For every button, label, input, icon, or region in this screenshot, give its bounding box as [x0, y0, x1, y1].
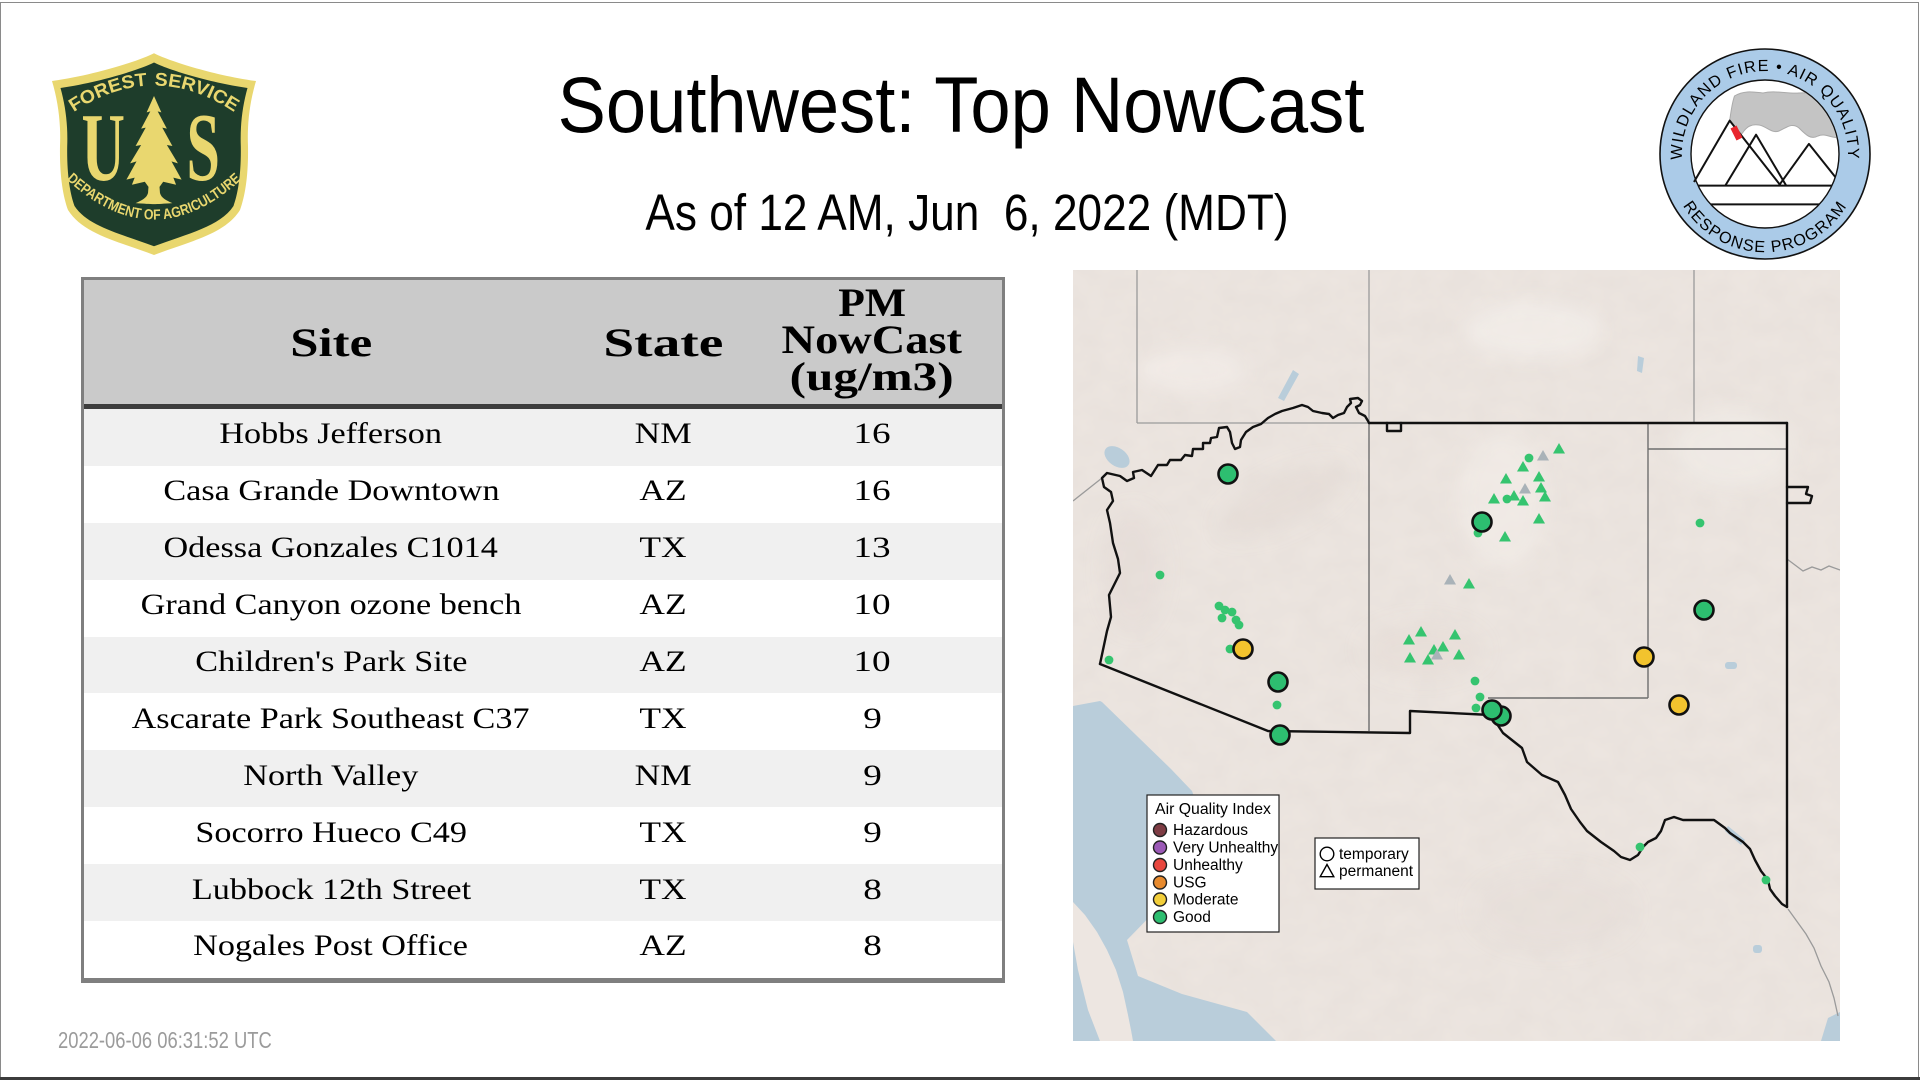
svg-text:U: U: [82, 95, 125, 202]
svg-text:Moderate: Moderate: [1173, 892, 1238, 909]
svg-text:Very Unhealthy: Very Unhealthy: [1173, 840, 1278, 857]
svg-text:USG: USG: [1173, 875, 1207, 892]
svg-text:Hazardous: Hazardous: [1173, 822, 1248, 839]
svg-text:Air Quality Index: Air Quality Index: [1155, 801, 1271, 818]
svg-text:temporary: temporary: [1339, 846, 1409, 863]
svg-text:Unhealthy: Unhealthy: [1173, 857, 1243, 874]
svg-text:permanent: permanent: [1339, 863, 1414, 880]
svg-text:Good: Good: [1173, 909, 1211, 926]
svg-text:S: S: [187, 95, 220, 202]
